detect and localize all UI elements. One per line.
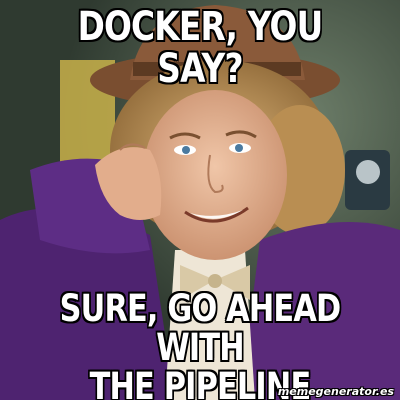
bottom-caption-line-1: SURE, GO AHEAD WITH xyxy=(59,287,342,369)
suit-left xyxy=(0,208,175,400)
left-eyebrow xyxy=(169,132,201,140)
clock-face xyxy=(356,160,380,184)
right-eyebrow xyxy=(225,130,257,139)
watermark: memegenerator.es xyxy=(277,385,394,398)
hand xyxy=(95,147,162,220)
nose xyxy=(207,154,224,194)
bowtie-knot xyxy=(208,274,222,288)
right-iris xyxy=(235,144,243,152)
finger-line xyxy=(119,143,146,151)
bowtie-left xyxy=(180,265,215,300)
suit-right xyxy=(240,222,400,400)
bottom-caption: SURE, GO AHEAD WITH THE PIPELINE CREATIO… xyxy=(36,287,364,400)
bottom-caption-line-2: THE PIPELINE CREATION xyxy=(89,364,312,400)
top-caption: DOCKER, YOU SAY? xyxy=(77,4,324,92)
hat-crown xyxy=(130,5,305,80)
bowtie-right xyxy=(215,265,250,300)
teeth xyxy=(190,210,243,219)
left-iris xyxy=(182,146,190,154)
face xyxy=(143,90,287,260)
smile xyxy=(184,206,249,223)
